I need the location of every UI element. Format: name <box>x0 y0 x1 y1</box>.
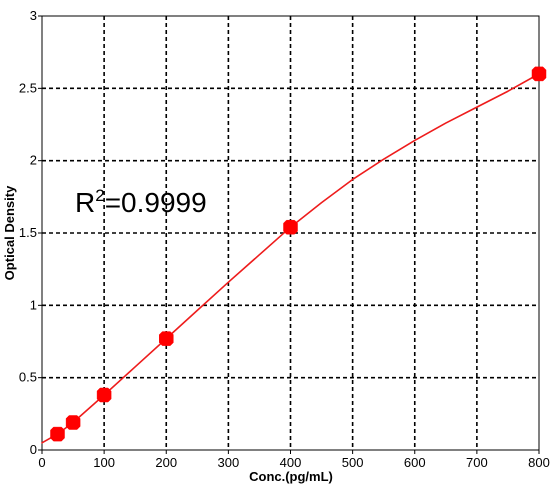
x-tick-label: 800 <box>528 455 550 470</box>
data-point <box>96 387 112 403</box>
x-tick-label: 500 <box>342 455 364 470</box>
y-tick-label: 2 <box>30 153 37 168</box>
axis-ticks: 0 100 200 300 400 500 600 700 800 0 0.5 1 1.5 2 2.5 3 <box>19 8 550 470</box>
x-axis-label: Conc.(pg/mL) <box>249 469 333 484</box>
r-squared-annotation: R2=0.9999 <box>75 186 207 218</box>
data-point <box>50 426 65 442</box>
x-tick-label: 200 <box>155 455 177 470</box>
data-point <box>531 66 547 82</box>
data-point <box>283 219 298 235</box>
y-tick-label: 3 <box>30 8 37 23</box>
data-point <box>65 415 81 430</box>
x-tick-label: 700 <box>466 455 488 470</box>
y-axis-label: Optical Density <box>2 185 17 280</box>
x-tick-label: 600 <box>404 455 426 470</box>
x-tick-label: 100 <box>93 455 115 470</box>
x-tick-label: 300 <box>218 455 240 470</box>
y-tick-label: 0 <box>30 442 37 457</box>
data-point <box>159 331 174 346</box>
y-tick-label: 1 <box>30 297 37 312</box>
x-tick-label: 400 <box>280 455 302 470</box>
data-points <box>50 66 547 442</box>
r-squared-superscript: 2 <box>95 186 104 205</box>
r-squared-value: =0.9999 <box>105 187 207 218</box>
x-tick-label: 0 <box>38 455 45 470</box>
y-tick-label: 2.5 <box>19 80 37 95</box>
r-squared-base: R <box>75 187 95 218</box>
y-tick-label: 1.5 <box>19 225 37 240</box>
y-tick-label: 0.5 <box>19 370 37 385</box>
